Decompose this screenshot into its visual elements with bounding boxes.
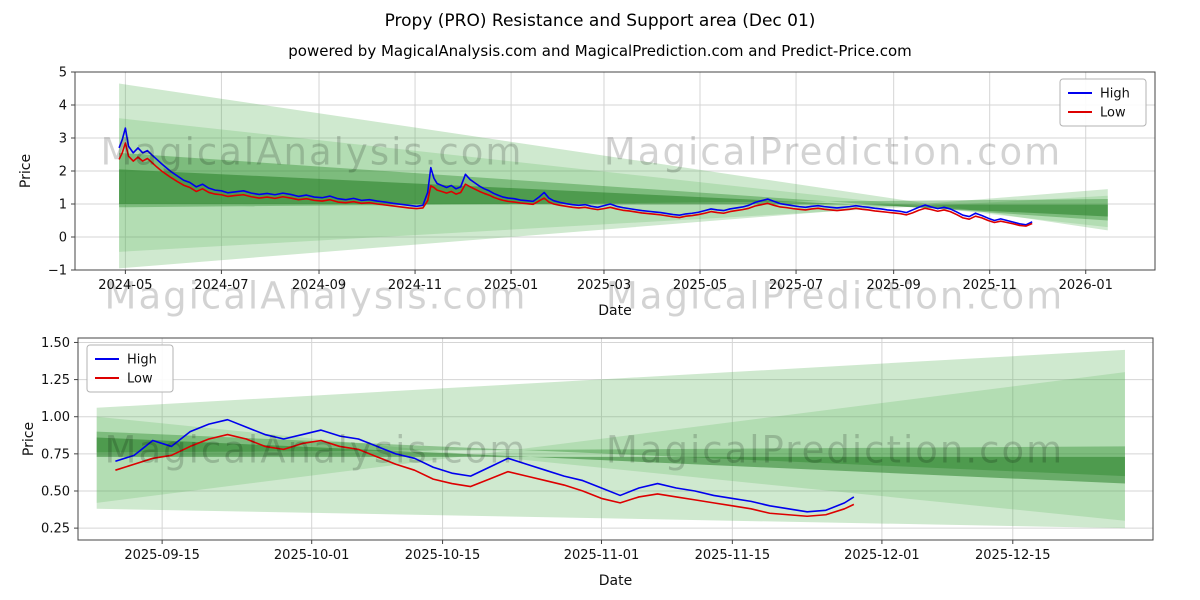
svg-text:Price: Price (21, 422, 37, 456)
bottom-price-chart: 2025-09-15 2025-10-01 2025-10-15 2025-11-01… (21, 336, 1154, 589)
svg-text:1: 1 (59, 198, 67, 213)
svg-text:Low: Low (1100, 106, 1126, 121)
legend: High Low (86, 344, 174, 393)
svg-text:3: 3 (59, 132, 67, 147)
svg-text:2025-12-15: 2025-12-15 (975, 548, 1051, 563)
svg-text:5: 5 (59, 66, 67, 81)
svg-text:2026-01: 2026-01 (1059, 278, 1113, 293)
top-price-chart: 2024-05 2024-07 2024-09 2024-11 2025-01 2025-… (18, 66, 1156, 319)
svg-text:1.25: 1.25 (41, 373, 70, 388)
svg-text:Price: Price (18, 154, 34, 188)
svg-text:2025-11: 2025-11 (963, 278, 1017, 293)
svg-text:2025-11-01: 2025-11-01 (564, 548, 640, 563)
svg-text:−1: −1 (48, 264, 67, 279)
price-series (118, 127, 1033, 227)
svg-text:0: 0 (59, 231, 67, 246)
svg-text:2025-01: 2025-01 (484, 278, 538, 293)
series-high-line (118, 127, 1033, 226)
svg-text:0.50: 0.50 (41, 484, 70, 499)
series-high-line (115, 418, 855, 513)
svg-text:2025-12-01: 2025-12-01 (844, 548, 920, 563)
svg-text:High: High (127, 353, 157, 368)
axes: 2024-05 2024-07 2024-09 2024-11 2025-01 2025-… (18, 66, 1156, 319)
svg-text:2025-10-01: 2025-10-01 (274, 548, 350, 563)
svg-text:2025-09-15: 2025-09-15 (124, 548, 200, 563)
svg-text:2024-07: 2024-07 (194, 278, 248, 293)
svg-text:0.75: 0.75 (41, 447, 70, 462)
svg-text:2024-11: 2024-11 (388, 278, 442, 293)
svg-text:2025-05: 2025-05 (673, 278, 727, 293)
series-low-line (118, 142, 1033, 227)
svg-text:Date: Date (599, 573, 632, 589)
svg-text:2024-05: 2024-05 (98, 278, 152, 293)
figure-title: Propy (PRO) Resistance and Support area … (384, 11, 816, 31)
svg-text:4: 4 (59, 99, 67, 114)
svg-text:2025-11-15: 2025-11-15 (695, 548, 771, 563)
svg-text:1.00: 1.00 (41, 410, 70, 425)
legend: High Low (1059, 78, 1147, 127)
svg-text:High: High (1100, 87, 1130, 102)
svg-text:2025-10-15: 2025-10-15 (405, 548, 481, 563)
svg-text:Date: Date (598, 303, 631, 319)
svg-text:2025-09: 2025-09 (866, 278, 920, 293)
svg-text:0.25: 0.25 (41, 522, 70, 537)
svg-text:1.50: 1.50 (41, 336, 70, 351)
svg-text:2024-09: 2024-09 (292, 278, 346, 293)
svg-text:2025-03: 2025-03 (577, 278, 631, 293)
svg-text:2025-07: 2025-07 (769, 278, 823, 293)
support-resistance-bands (119, 83, 1108, 269)
price-series (115, 418, 855, 518)
svg-text:2: 2 (59, 165, 67, 180)
axes: 2025-09-15 2025-10-01 2025-10-15 2025-11-01… (21, 336, 1154, 589)
figure-subtitle: powered by MagicalAnalysis.com and Magic… (288, 42, 912, 60)
svg-text:Low: Low (127, 372, 153, 387)
series-low-line (115, 433, 855, 518)
